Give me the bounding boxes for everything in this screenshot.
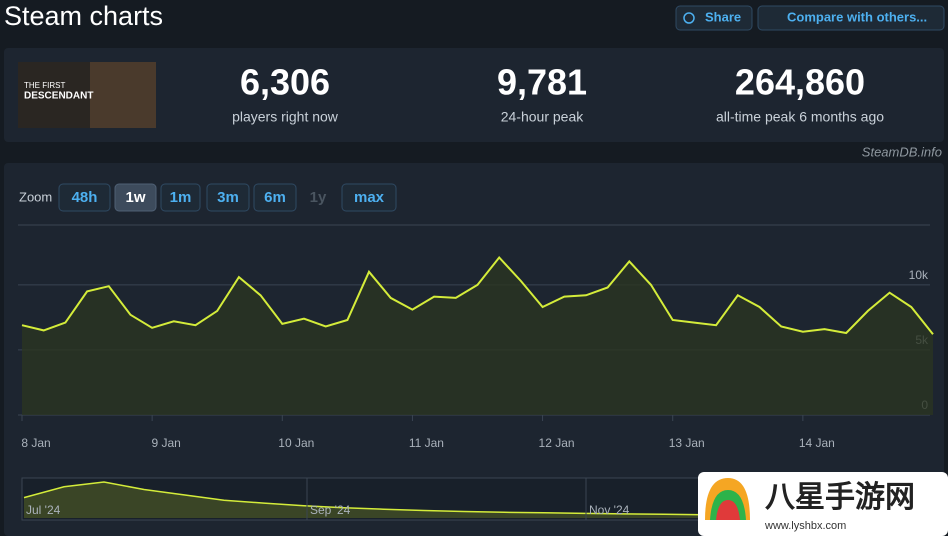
navigator-area bbox=[24, 482, 944, 518]
zoom-text: 1y bbox=[310, 189, 327, 206]
stat-value: 9,781 bbox=[497, 62, 587, 103]
credit: SteamDB.info bbox=[862, 144, 942, 159]
stat-label: all-time peak 6 months ago bbox=[716, 109, 884, 125]
zoom-button[interactable] bbox=[341, 183, 397, 212]
x-tick-label: 12 Jan bbox=[539, 436, 575, 450]
zoom-button[interactable] bbox=[58, 183, 111, 212]
area bbox=[22, 257, 933, 415]
stat-value: 6,306 bbox=[240, 62, 330, 103]
x-tick-label: 14 Jan bbox=[799, 436, 835, 450]
x-tick-label: 8 Jan bbox=[21, 436, 50, 450]
compare-button[interactable] bbox=[757, 5, 945, 31]
line bbox=[21, 255, 934, 335]
compare-text[interactable]: Compare with others... bbox=[787, 9, 927, 24]
navigator-label: Nov '24 bbox=[589, 503, 630, 517]
logo-text: DESCENDANT bbox=[24, 91, 93, 102]
zoom-text[interactable]: 48h bbox=[72, 189, 98, 206]
zoom-button[interactable] bbox=[253, 183, 297, 212]
zoom-text[interactable]: max bbox=[354, 189, 385, 206]
zoom-label: Zoom bbox=[19, 189, 52, 204]
stat-label: players right now bbox=[232, 109, 339, 125]
page-title: Steam charts bbox=[4, 1, 163, 31]
zoom-text[interactable]: 3m bbox=[217, 189, 239, 206]
zoom-text[interactable]: 1m bbox=[170, 189, 192, 206]
game-art bbox=[90, 62, 156, 128]
zoom-button bbox=[114, 183, 157, 212]
share-text[interactable]: Share bbox=[705, 9, 741, 24]
x-tick-label: 10 Jan bbox=[278, 436, 314, 450]
zoom-button[interactable] bbox=[206, 183, 250, 212]
zoom-text[interactable]: 6m bbox=[264, 189, 286, 206]
watermark-name: 八星手游网 bbox=[765, 481, 915, 514]
share-button[interactable] bbox=[675, 5, 753, 31]
zoom-text: 1w bbox=[125, 189, 145, 206]
watermark bbox=[698, 472, 948, 536]
x-tick-label: 13 Jan bbox=[669, 436, 705, 450]
stats-panel bbox=[4, 48, 944, 142]
navigator-label: Jul '24 bbox=[26, 503, 61, 517]
watermark-url: www.lyshbx.com bbox=[764, 520, 846, 532]
share-icon bbox=[683, 12, 695, 24]
x-tick-label: 11 Jan bbox=[409, 436, 444, 450]
zoom-buttons: 48h 1w 1m 3m 6m 1y max bbox=[58, 183, 397, 212]
navigator-label: Sep '24 bbox=[310, 503, 351, 517]
logo-text: THE FIRST bbox=[24, 81, 65, 90]
stat-value: 264,860 bbox=[735, 62, 865, 103]
watermark-logo bbox=[716, 500, 740, 520]
y-tick-label: 10k bbox=[909, 268, 929, 282]
x-tick-label: 9 Jan bbox=[151, 436, 180, 450]
stat-label: 24-hour peak bbox=[501, 109, 585, 125]
zoom-button[interactable] bbox=[160, 183, 201, 212]
